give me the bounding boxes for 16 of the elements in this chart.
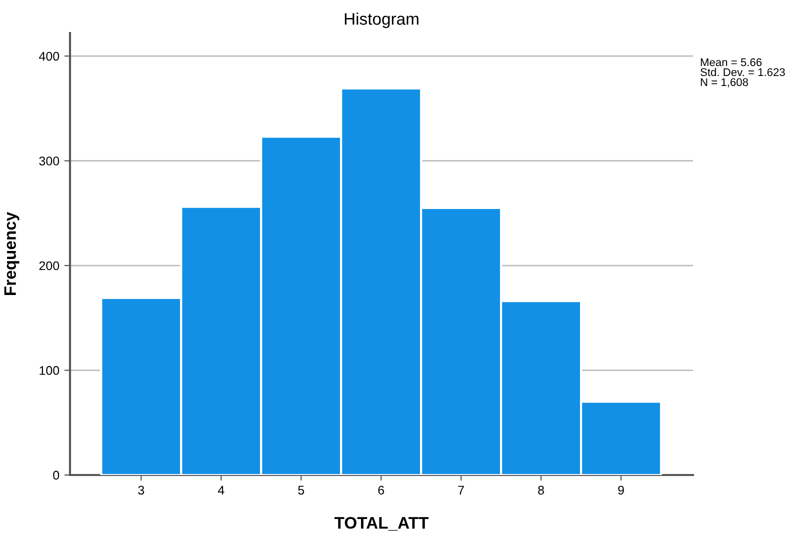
y-tick-label: 400 <box>39 52 60 61</box>
x-tick-label: 6 <box>378 486 384 495</box>
text: Mean = 5.66 Std. Dev. = 1.623 N = 1,608 <box>700 58 785 88</box>
x-tick-label: 8 <box>538 486 544 495</box>
y-tick-label: 100 <box>40 366 60 375</box>
x-axis-title: TOTAL_ATT <box>334 516 429 531</box>
y-tick-label: 0 <box>53 470 60 480</box>
y-tick-label: 200 <box>39 261 60 270</box>
x-tick-label: 7 <box>458 486 464 494</box>
x-tick-label: 3 <box>138 486 144 495</box>
x-tick-label: 9 <box>618 486 624 495</box>
y-tick-label: 300 <box>39 156 60 166</box>
x-tick-label: 4 <box>218 486 224 494</box>
chart-title: Histogram <box>344 12 418 28</box>
x-tick-label: 5 <box>298 486 304 495</box>
y-axis-title: Frequency <box>4 212 20 296</box>
